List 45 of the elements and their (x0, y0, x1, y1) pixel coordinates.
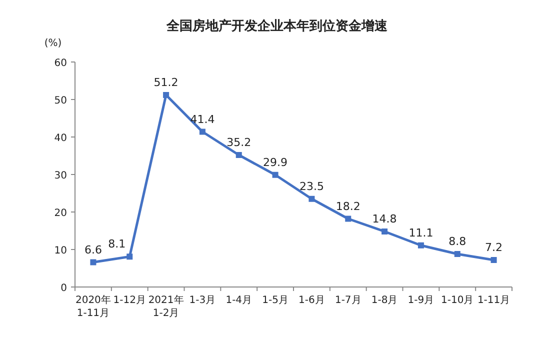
data-label: 41.4 (190, 112, 215, 126)
y-tick-label: 0 (60, 283, 67, 294)
data-label: 51.2 (154, 76, 178, 89)
point (490, 257, 497, 263)
y-tick-label: 10 (54, 246, 67, 256)
point (345, 216, 352, 222)
point (418, 242, 424, 248)
x-tick-label: 1-8月 (371, 295, 398, 306)
x-tick-label: 1-9月 (408, 295, 434, 306)
x-tick-label: 1-4月 (226, 295, 252, 306)
y-tick-label: 60 (54, 58, 67, 69)
data-label: 6.6 (84, 243, 102, 256)
data-label: 8.1 (108, 238, 126, 251)
y-tick-label: 50 (54, 96, 67, 106)
x-tick-label: 2020年 1-11月 (75, 294, 111, 319)
x-tick-label: 1-7月 (334, 295, 362, 306)
x-tick-label: 1-12月 (113, 295, 146, 306)
point (126, 254, 133, 260)
y-tick-label: 40 (54, 133, 67, 144)
x-tick-label: 1-6月 (298, 295, 325, 306)
chart-title: 全国房地产开发企业本年到位资金增速 (166, 18, 388, 34)
y-axis-title: (%) (44, 38, 62, 49)
point (199, 128, 206, 135)
point (163, 92, 170, 98)
x-tick-label: 2021年 1-2月 (148, 294, 184, 319)
x-tick-label: 1-10月 (441, 295, 474, 306)
data-label: 11.1 (408, 226, 434, 240)
data-label: 35.2 (226, 136, 252, 149)
point (272, 172, 278, 178)
x-tick-label: 1-11月 (477, 295, 510, 306)
point (454, 251, 460, 257)
data-label: 29.9 (263, 156, 288, 169)
data-label: 8.8 (448, 235, 466, 248)
x-tick-label: 1-5月 (262, 295, 288, 306)
y-tick-label: 30 (54, 170, 67, 182)
point (90, 259, 96, 266)
data-label: 7.2 (485, 241, 503, 254)
y-tick-label: 20 (54, 208, 67, 219)
point (236, 152, 242, 158)
data-label: 14.8 (372, 212, 397, 226)
x-tick-label: 1-3月 (189, 295, 216, 306)
data-label: 23.5 (299, 180, 324, 193)
point (382, 228, 388, 234)
point (308, 196, 315, 202)
data-label: 18.2 (336, 200, 360, 213)
